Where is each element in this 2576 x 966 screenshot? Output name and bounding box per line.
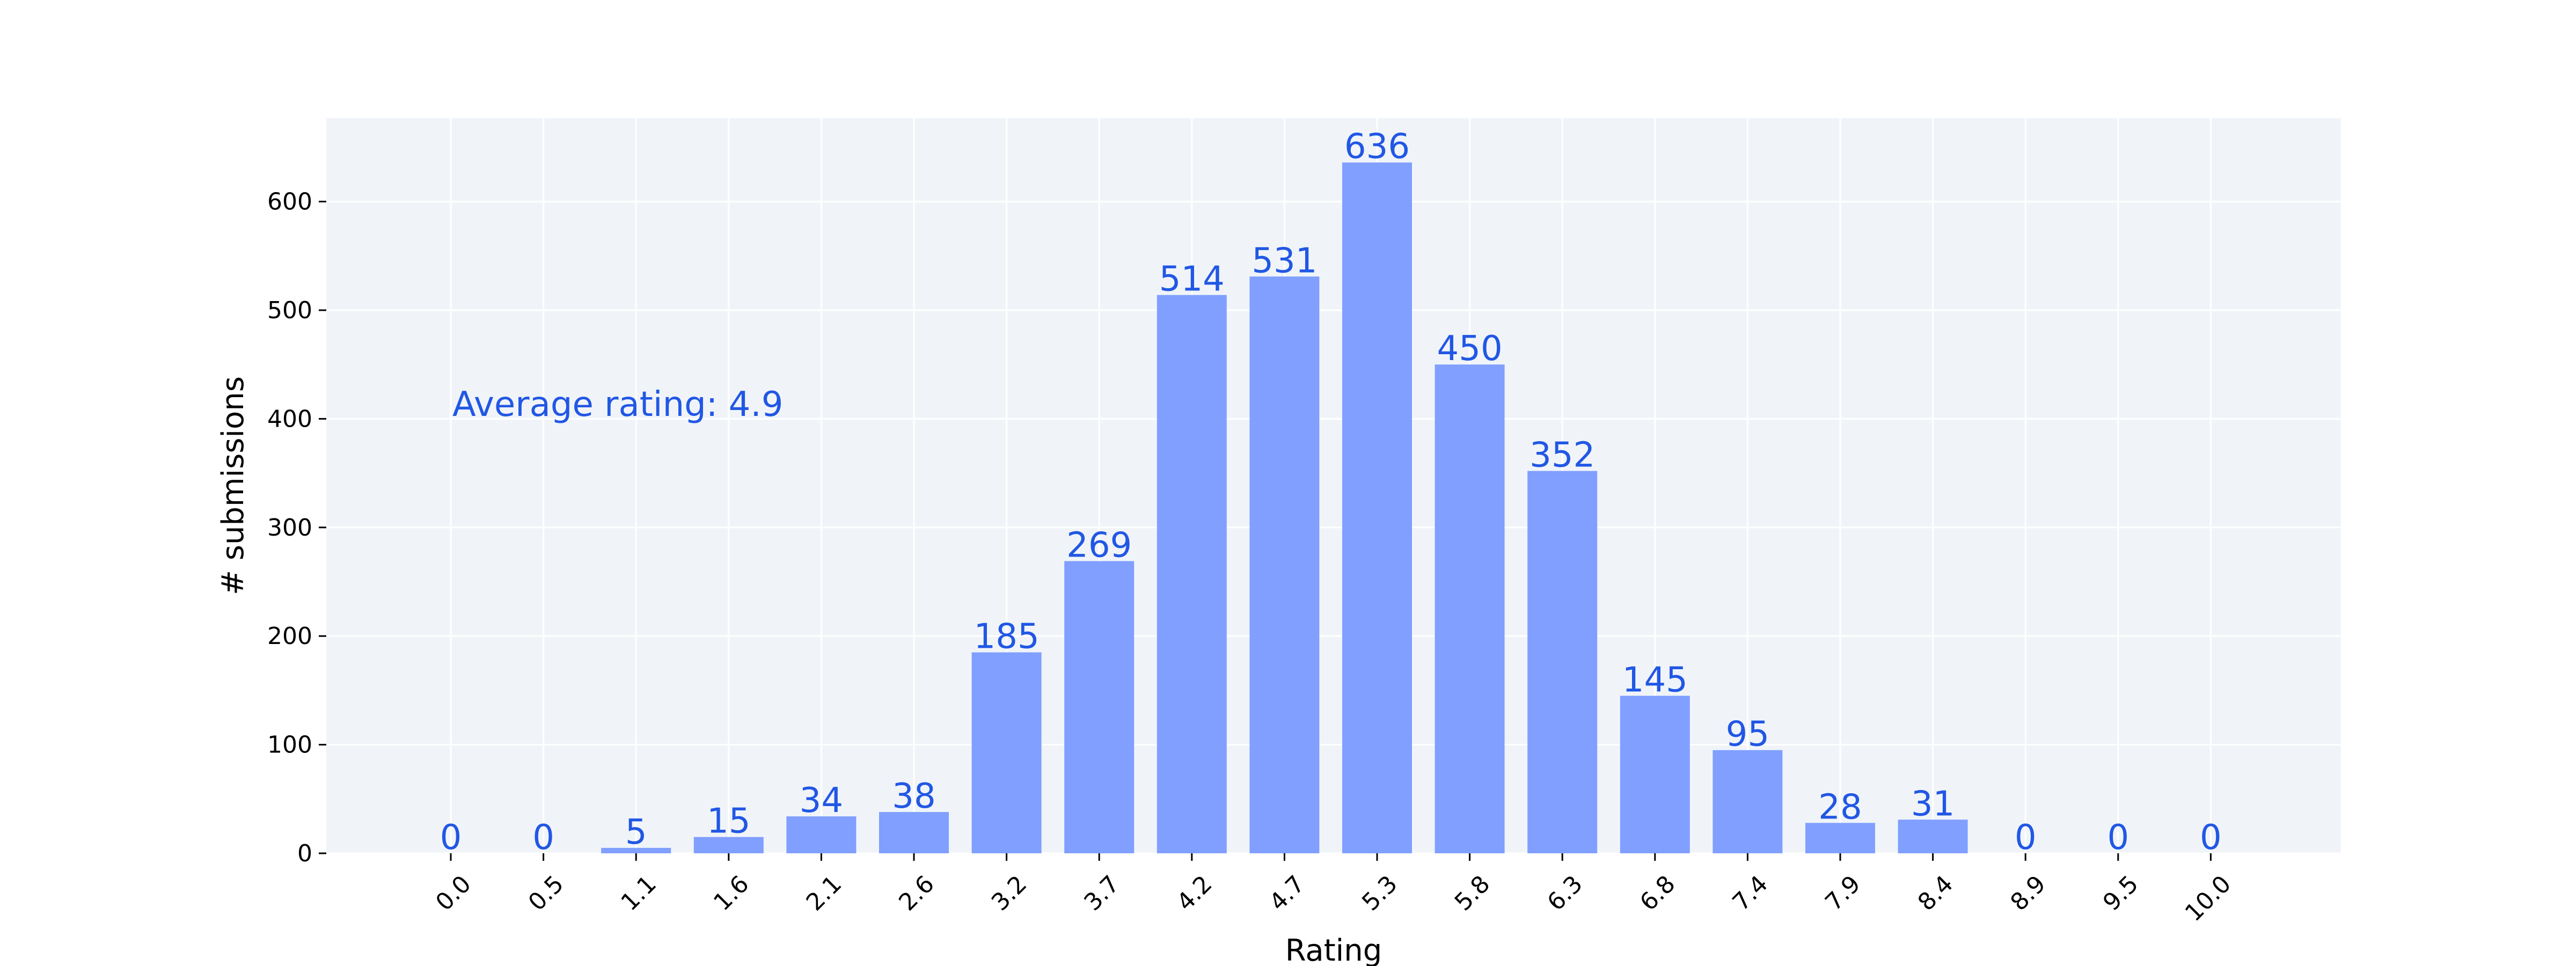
- bar: [1805, 823, 1875, 853]
- bar-value-label: 514: [1159, 260, 1225, 299]
- x-tick-label: 4.2: [1172, 870, 1218, 917]
- bar: [693, 837, 764, 853]
- x-axis: 0.0 0.5 1.1 1.6 2.1 2.6 3.2 3.7 4.2 4.7 5.3 5.8 6.3 6…: [430, 853, 2236, 927]
- y-axis: 0 100 200 300 400 500 600: [267, 188, 326, 867]
- bar: [1249, 276, 1320, 853]
- x-tick-label: 2.1: [801, 870, 847, 917]
- bar-value-label: 34: [800, 781, 843, 821]
- bar: [1157, 295, 1227, 853]
- bar-value-label: 0: [532, 818, 554, 858]
- bar: [1064, 561, 1135, 853]
- y-tick-label: 400: [267, 405, 312, 433]
- bar-value-label: 531: [1252, 241, 1317, 281]
- bar-value-label: 0: [2107, 818, 2129, 858]
- plot-area: [326, 118, 2341, 853]
- x-tick-label: 6.8: [1635, 870, 1681, 917]
- x-tick-label: 0.0: [430, 870, 477, 917]
- bar-value-label: 185: [974, 617, 1040, 657]
- bar-value-label: 28: [1818, 787, 1862, 827]
- bar-value-label: 5: [625, 813, 647, 852]
- bar: [1342, 162, 1412, 854]
- x-tick-label: 3.7: [1079, 870, 1125, 917]
- bar-value-label: 95: [1726, 715, 1769, 755]
- y-tick-label: 200: [267, 623, 312, 650]
- x-tick-label: 7.9: [1820, 870, 1866, 917]
- bar-labels: 0 0 5 15 34 38 185 269 514 531 636 450 352 145 95 28 31 0…: [440, 127, 2222, 858]
- y-tick-label: 500: [267, 297, 312, 324]
- x-tick-label: 1.6: [708, 870, 755, 917]
- x-tick-label: 1.1: [616, 870, 662, 917]
- x-tick-label: 6.3: [1542, 870, 1588, 917]
- bar: [879, 812, 949, 853]
- bar-value-label: 636: [1344, 127, 1410, 167]
- y-tick-label: 300: [267, 514, 312, 541]
- bar: [1527, 471, 1598, 853]
- bar: [786, 816, 857, 853]
- x-axis-title: Rating: [1285, 933, 1382, 966]
- bar-value-label: 31: [1911, 784, 1955, 824]
- y-tick-label: 0: [297, 840, 312, 867]
- bar-value-label: 38: [892, 777, 935, 816]
- bar: [1620, 696, 1690, 853]
- bar-value-label: 450: [1437, 329, 1503, 369]
- y-tick-label: 100: [267, 731, 312, 759]
- x-tick-label: 8.4: [1913, 870, 1959, 917]
- bar-value-label: 352: [1529, 436, 1595, 475]
- bar: [971, 652, 1042, 853]
- bar-value-label: 145: [1622, 661, 1688, 700]
- bar: [601, 847, 671, 853]
- x-tick-label: 8.9: [2005, 870, 2051, 917]
- bar-value-label: 0: [440, 818, 462, 858]
- x-tick-label: 4.7: [1264, 870, 1311, 917]
- x-tick-label: 5.3: [1357, 870, 1403, 917]
- y-axis-title: # submissions: [216, 376, 251, 595]
- x-tick-label: 9.5: [2098, 870, 2144, 917]
- bars: [601, 162, 1968, 854]
- x-tick-label: 5.8: [1450, 870, 1496, 917]
- bar: [1898, 819, 1968, 853]
- bar-value-label: 0: [2200, 818, 2222, 858]
- bar-value-label: 269: [1066, 526, 1132, 566]
- bar: [1435, 364, 1505, 853]
- x-tick-label: 10.0: [2180, 870, 2236, 927]
- x-tick-label: 0.5: [523, 870, 569, 917]
- x-tick-label: 3.2: [986, 870, 1033, 917]
- bar-value-label: 15: [707, 802, 750, 841]
- x-tick-label: 7.4: [1728, 870, 1774, 917]
- bar-value-label: 0: [2015, 818, 2037, 858]
- bar: [1713, 750, 1783, 853]
- x-tick-label: 2.6: [894, 870, 940, 917]
- average-rating-annotation: Average rating: 4.9: [452, 385, 783, 425]
- y-tick-label: 600: [267, 188, 312, 216]
